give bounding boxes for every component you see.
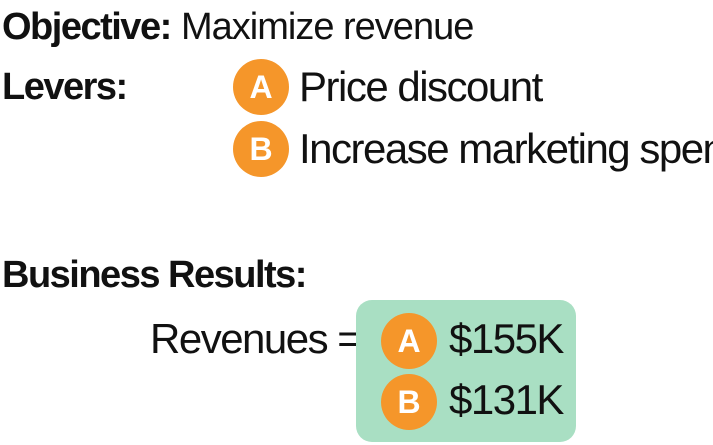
objective-value: Maximize revenue bbox=[181, 6, 474, 48]
result-b-value: $131K bbox=[449, 376, 564, 423]
lever-a-text: Price discount bbox=[299, 63, 543, 110]
lever-a-badge: A bbox=[233, 59, 289, 115]
result-a-badge: A bbox=[381, 313, 437, 369]
result-b-badge: B bbox=[381, 374, 437, 430]
business-results-label: Business Results: bbox=[2, 254, 307, 296]
levers-label: Levers: bbox=[2, 66, 128, 108]
result-a-value: $155K bbox=[449, 315, 564, 362]
revenues-label: Revenues = bbox=[150, 315, 362, 362]
objective-label: Objective: bbox=[2, 6, 172, 48]
lever-b-badge: B bbox=[233, 121, 289, 177]
lever-b-text: Increase marketing spend bbox=[299, 125, 713, 172]
